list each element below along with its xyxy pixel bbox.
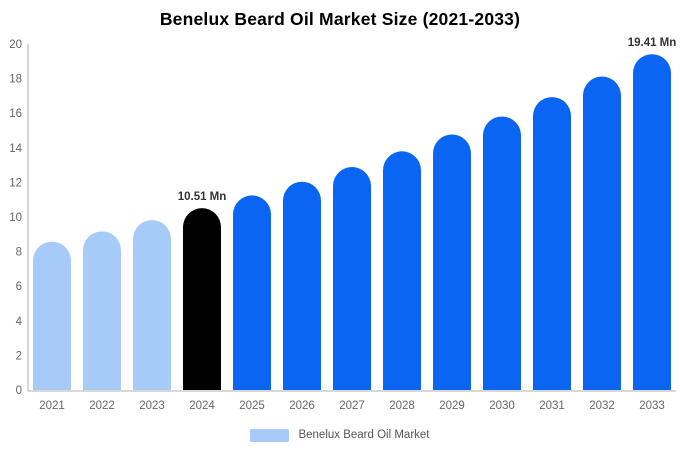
x-tick-label-2024: 2024 bbox=[189, 400, 215, 412]
chart-title: Benelux Beard Oil Market Size (2021-2033… bbox=[159, 9, 521, 29]
bar-2024[interactable] bbox=[183, 208, 221, 390]
bar-2029[interactable] bbox=[433, 134, 471, 390]
x-tick-label-2027: 2027 bbox=[339, 400, 365, 412]
y-tick-label: 12 bbox=[9, 177, 22, 189]
chart-legend[interactable]: Benelux Beard Oil Market bbox=[0, 426, 680, 444]
x-tick-label-2022: 2022 bbox=[89, 400, 115, 412]
x-tick-label-2030: 2030 bbox=[489, 400, 515, 412]
bar-2033[interactable] bbox=[633, 54, 671, 391]
x-tick-label-2033: 2033 bbox=[639, 400, 665, 412]
legend-label: Benelux Beard Oil Market bbox=[298, 429, 430, 441]
x-tick-label-2028: 2028 bbox=[389, 400, 415, 412]
data-label-2033: 19.41 Mn bbox=[628, 37, 677, 49]
x-tick-label-2032: 2032 bbox=[589, 400, 615, 412]
bar-2031[interactable] bbox=[533, 97, 571, 391]
x-tick-label-2025: 2025 bbox=[239, 400, 265, 412]
bar-2023[interactable] bbox=[133, 220, 171, 390]
x-tick-label-2021: 2021 bbox=[39, 400, 65, 412]
y-tick-label: 18 bbox=[9, 74, 22, 86]
bar-chart-plot: 0 2 4 6 8 10 12 14 16 18 20 2021 2022 2023 2024 2025 202… bbox=[9, 37, 677, 412]
bar-2032[interactable] bbox=[583, 76, 621, 390]
bar-2028[interactable] bbox=[383, 151, 421, 390]
legend-swatch bbox=[250, 428, 290, 442]
y-tick-label: 8 bbox=[16, 247, 22, 259]
y-tick-label: 10 bbox=[9, 212, 22, 224]
y-tick-label: 6 bbox=[16, 281, 22, 293]
data-label-2024: 10.51 Mn bbox=[178, 191, 227, 203]
x-tick-label-2031: 2031 bbox=[539, 400, 565, 412]
bar-2022[interactable] bbox=[83, 231, 121, 390]
bar-2026[interactable] bbox=[283, 181, 321, 390]
bar-2025[interactable] bbox=[233, 195, 271, 390]
y-tick-label: 2 bbox=[16, 350, 22, 362]
y-tick-label: 20 bbox=[9, 39, 22, 51]
x-tick-label-2023: 2023 bbox=[139, 400, 165, 412]
y-tick-label: 14 bbox=[9, 143, 22, 155]
y-tick-label: 4 bbox=[16, 316, 23, 328]
y-tick-label: 0 bbox=[16, 385, 22, 397]
bar-2021[interactable] bbox=[33, 241, 71, 390]
bar-2030[interactable] bbox=[483, 116, 521, 390]
y-tick-label: 16 bbox=[9, 108, 22, 120]
x-tick-label-2026: 2026 bbox=[289, 400, 315, 412]
x-tick-label-2029: 2029 bbox=[439, 400, 465, 412]
bar-2027[interactable] bbox=[333, 167, 371, 390]
